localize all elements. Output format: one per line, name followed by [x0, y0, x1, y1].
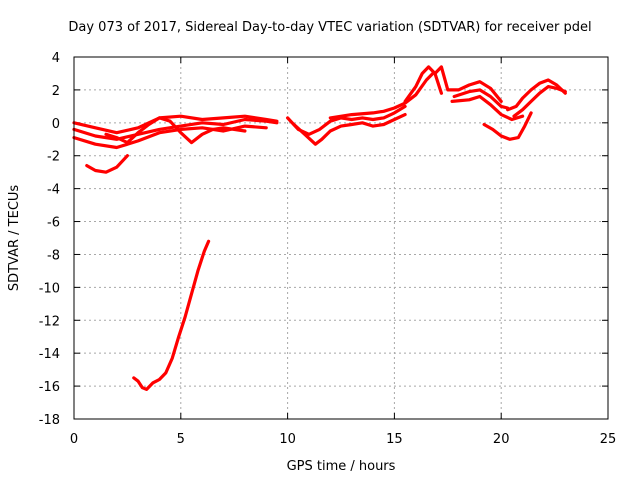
series-track-14: [482, 111, 533, 141]
axis-ticks: 0 5 10 15 20 25 -18 -16 -14 -12 -10 -8 -6 -4 -2 0 2 4: [39, 51, 617, 447]
series-track-13: [450, 94, 525, 122]
y-tick-label: 4: [52, 51, 60, 66]
series-track-15: [506, 78, 567, 112]
grid-lines: [74, 57, 608, 419]
series-track-6: [132, 239, 211, 391]
x-tick-label: 10: [279, 432, 296, 447]
series-track-9: [328, 71, 435, 120]
y-tick-label: -18: [39, 413, 60, 428]
series-track-1: [72, 117, 279, 141]
x-axis-label: GPS time / hours: [287, 459, 396, 474]
y-axis-label: SDTVAR / TECUs: [7, 185, 22, 292]
series-track-4: [104, 116, 247, 145]
y-tick-label: -2: [47, 150, 60, 165]
series-track-16: [512, 84, 567, 118]
x-tick-label: 0: [70, 432, 78, 447]
series-track-8: [292, 112, 407, 146]
y-tick-label: -4: [47, 183, 60, 198]
y-tick-label: -12: [39, 314, 60, 329]
x-tick-label: 25: [600, 432, 617, 447]
series-track-10: [403, 65, 443, 104]
series-track-5: [85, 154, 130, 174]
series-track-3: [72, 114, 279, 135]
y-tick-label: -16: [39, 380, 60, 395]
y-tick-label: 2: [52, 84, 60, 99]
series-track-11: [433, 65, 503, 104]
x-tick-label: 5: [177, 432, 185, 447]
series-track-7: [286, 104, 407, 136]
x-tick-label: 20: [493, 432, 510, 447]
x-tick-label: 15: [386, 432, 403, 447]
y-tick-label: -14: [39, 347, 60, 362]
y-tick-label: -6: [47, 216, 60, 231]
series-track-12: [452, 88, 510, 110]
plot-frame: [73, 56, 609, 420]
series-group: [72, 65, 567, 391]
y-tick-label: -10: [39, 281, 60, 296]
y-tick-label: -8: [47, 248, 60, 263]
y-tick-label: 0: [52, 117, 60, 132]
chart-title: Day 073 of 2017, Sidereal Day-to-day VTE…: [68, 20, 591, 35]
